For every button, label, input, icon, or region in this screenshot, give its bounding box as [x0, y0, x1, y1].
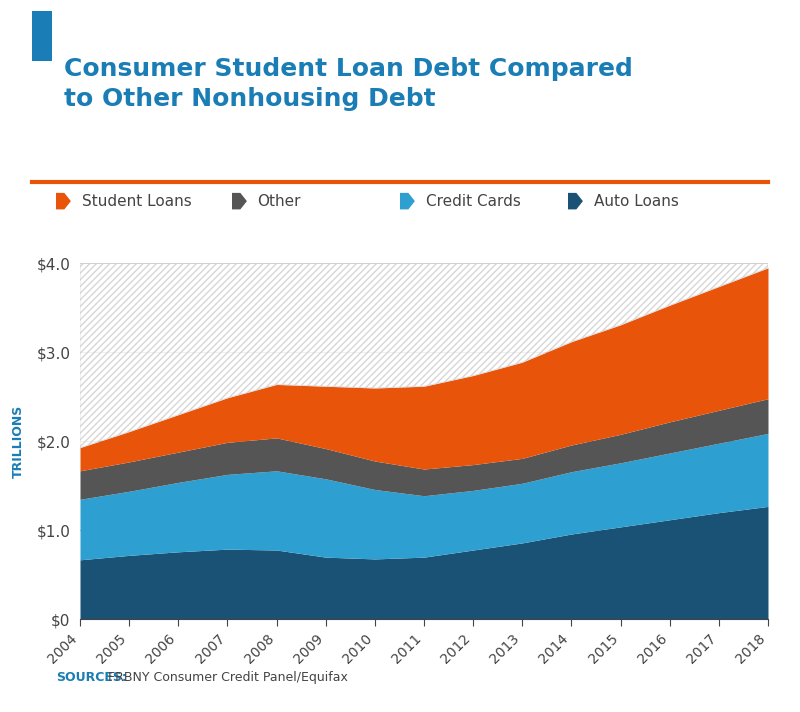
Text: Auto Loans: Auto Loans — [594, 194, 678, 209]
Text: Consumer Student Loan Debt Compared
to Other Nonhousing Debt: Consumer Student Loan Debt Compared to O… — [64, 57, 633, 110]
FancyArrow shape — [56, 194, 70, 209]
FancyArrow shape — [400, 194, 414, 209]
Text: FRBNY Consumer Credit Panel/Equifax: FRBNY Consumer Credit Panel/Equifax — [108, 671, 348, 684]
Text: SOURCES:: SOURCES: — [56, 671, 127, 684]
Y-axis label: TRILLIONS: TRILLIONS — [12, 405, 25, 478]
FancyArrow shape — [568, 194, 582, 209]
Text: Other: Other — [258, 194, 301, 209]
Text: Student Loans: Student Loans — [82, 194, 191, 209]
FancyArrow shape — [232, 194, 246, 209]
Text: Credit Cards: Credit Cards — [426, 194, 521, 209]
